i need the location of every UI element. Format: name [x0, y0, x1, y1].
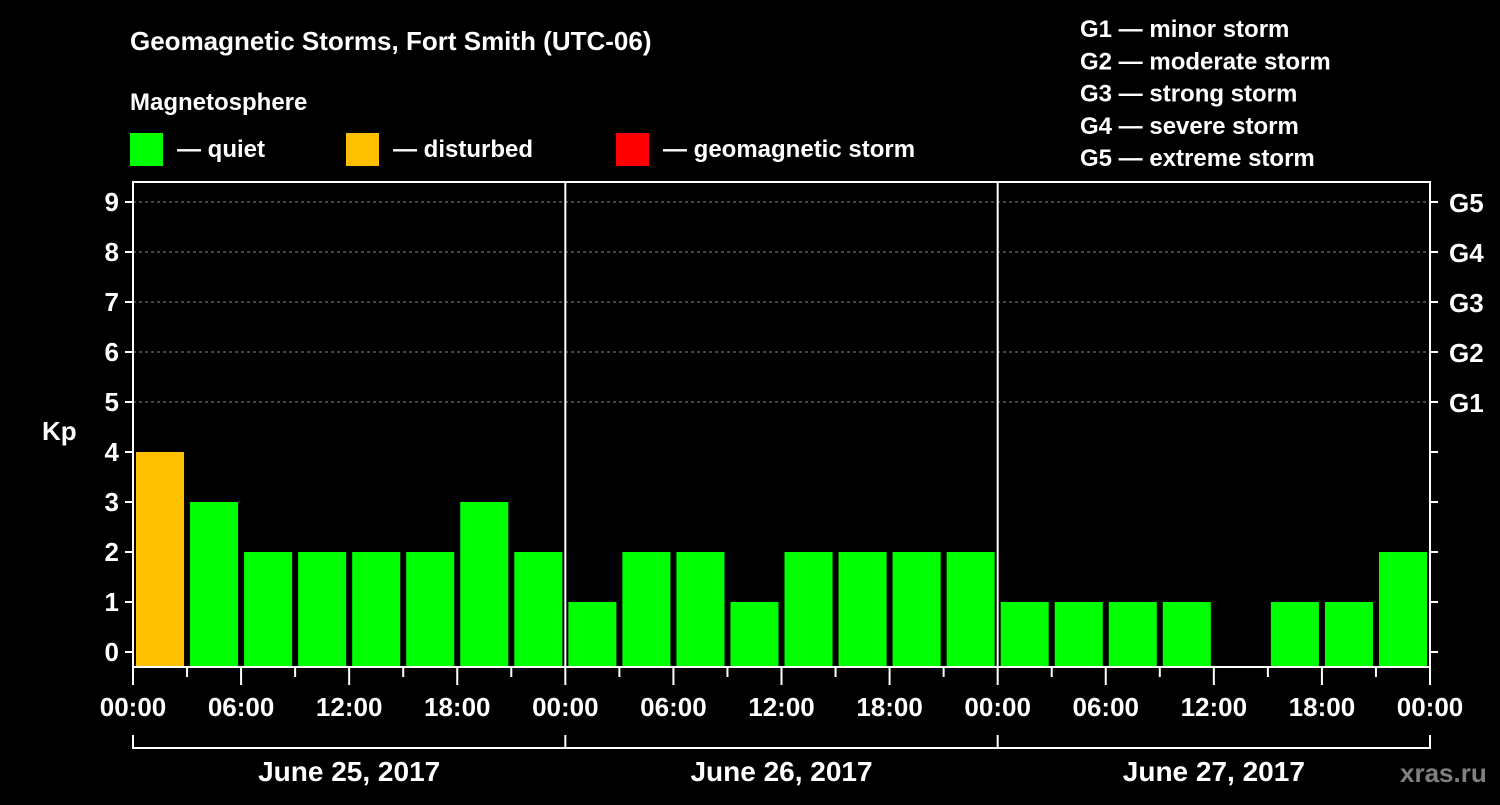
x-tick-label: 00:00 [100, 692, 167, 722]
y-tick-label: 6 [105, 337, 119, 367]
storm-scale-item: G1 — minor storm [1080, 16, 1289, 43]
kp-bar [838, 552, 887, 667]
x-tick-label: 18:00 [424, 692, 491, 722]
kp-bar [136, 452, 185, 667]
kp-bar [298, 552, 347, 667]
kp-bar [1162, 602, 1211, 667]
date-label: June 27, 2017 [1123, 756, 1305, 787]
kp-bar [190, 502, 239, 667]
g-level-label: G4 [1449, 238, 1484, 268]
kp-bar [1324, 602, 1373, 667]
axes: 0 1 2 3 4 5 6 7 8 9 G1 G2 G3 G4 G5 00:00 06:00 12:00 18:00… [100, 181, 1484, 787]
legend-swatch [346, 133, 379, 166]
kp-bar [514, 552, 563, 667]
y-tick-label: 3 [105, 487, 119, 517]
g-level-label: G1 [1449, 388, 1484, 418]
y-tick-label: 4 [105, 437, 120, 467]
y-tick-label: 0 [105, 637, 119, 667]
kp-bar [568, 602, 617, 667]
kp-bar [1108, 602, 1157, 667]
legend: — quiet — disturbed — geomagnetic storm [130, 133, 915, 166]
legend-label: — geomagnetic storm [663, 136, 915, 163]
kp-bar [1270, 602, 1319, 667]
chart-title: Geomagnetic Storms, Fort Smith (UTC-06) [130, 26, 652, 56]
y-axis-label: Kp [42, 416, 77, 446]
legend-swatch [616, 133, 649, 166]
y-tick-label: 5 [105, 387, 119, 417]
x-tick-label: 06:00 [1073, 692, 1140, 722]
date-label: June 25, 2017 [258, 756, 440, 787]
y-tick-label: 8 [105, 237, 119, 267]
storm-scale-item: G3 — strong storm [1080, 81, 1297, 108]
x-tick-label: 12:00 [1181, 692, 1248, 722]
x-tick-label: 00:00 [1397, 692, 1464, 722]
kp-bar [352, 552, 401, 667]
legend-label: — disturbed [393, 136, 533, 163]
y-tick-label: 1 [105, 587, 119, 617]
storm-scale-item: G2 — moderate storm [1080, 48, 1331, 75]
bars [136, 452, 1427, 667]
kp-bar [730, 602, 779, 667]
kp-bar [622, 552, 671, 667]
watermark: xras.ru [1400, 758, 1487, 788]
x-tick-label: 18:00 [856, 692, 923, 722]
x-tick-label: 18:00 [1289, 692, 1356, 722]
storm-scale-item: G5 — extreme storm [1080, 145, 1315, 172]
kp-bar [1054, 602, 1103, 667]
g-level-label: G3 [1449, 288, 1484, 318]
kp-bar [946, 552, 995, 667]
date-bracket [132, 735, 1431, 749]
x-tick-label: 06:00 [208, 692, 275, 722]
x-tick-label: 12:00 [316, 692, 383, 722]
y-tick-label: 9 [105, 187, 119, 217]
x-tick-label: 12:00 [748, 692, 815, 722]
date-label: June 26, 2017 [690, 756, 872, 787]
x-tick-label: 00:00 [964, 692, 1031, 722]
kp-bar [244, 552, 293, 667]
x-tick-label: 00:00 [532, 692, 599, 722]
kp-bar [784, 552, 833, 667]
legend-label: — quiet [177, 136, 265, 163]
kp-bar [892, 552, 941, 667]
legend-title: Magnetosphere [130, 89, 307, 116]
y-tick-label: 7 [105, 287, 119, 317]
kp-bar [1378, 552, 1427, 667]
g-level-label: G2 [1449, 338, 1484, 368]
storm-scale-item: G4 — severe storm [1080, 113, 1299, 140]
legend-swatch [130, 133, 163, 166]
y-tick-label: 2 [105, 537, 119, 567]
x-tick-label: 06:00 [640, 692, 707, 722]
g-level-label: G5 [1449, 188, 1484, 218]
grid [133, 201, 1430, 403]
kp-bar [406, 552, 455, 667]
storm-scale: G1 — minor storm G2 — moderate storm G3 — … [1080, 16, 1331, 172]
kp-bar [1000, 602, 1049, 667]
kp-bar [676, 552, 725, 667]
kp-bar [460, 502, 509, 667]
